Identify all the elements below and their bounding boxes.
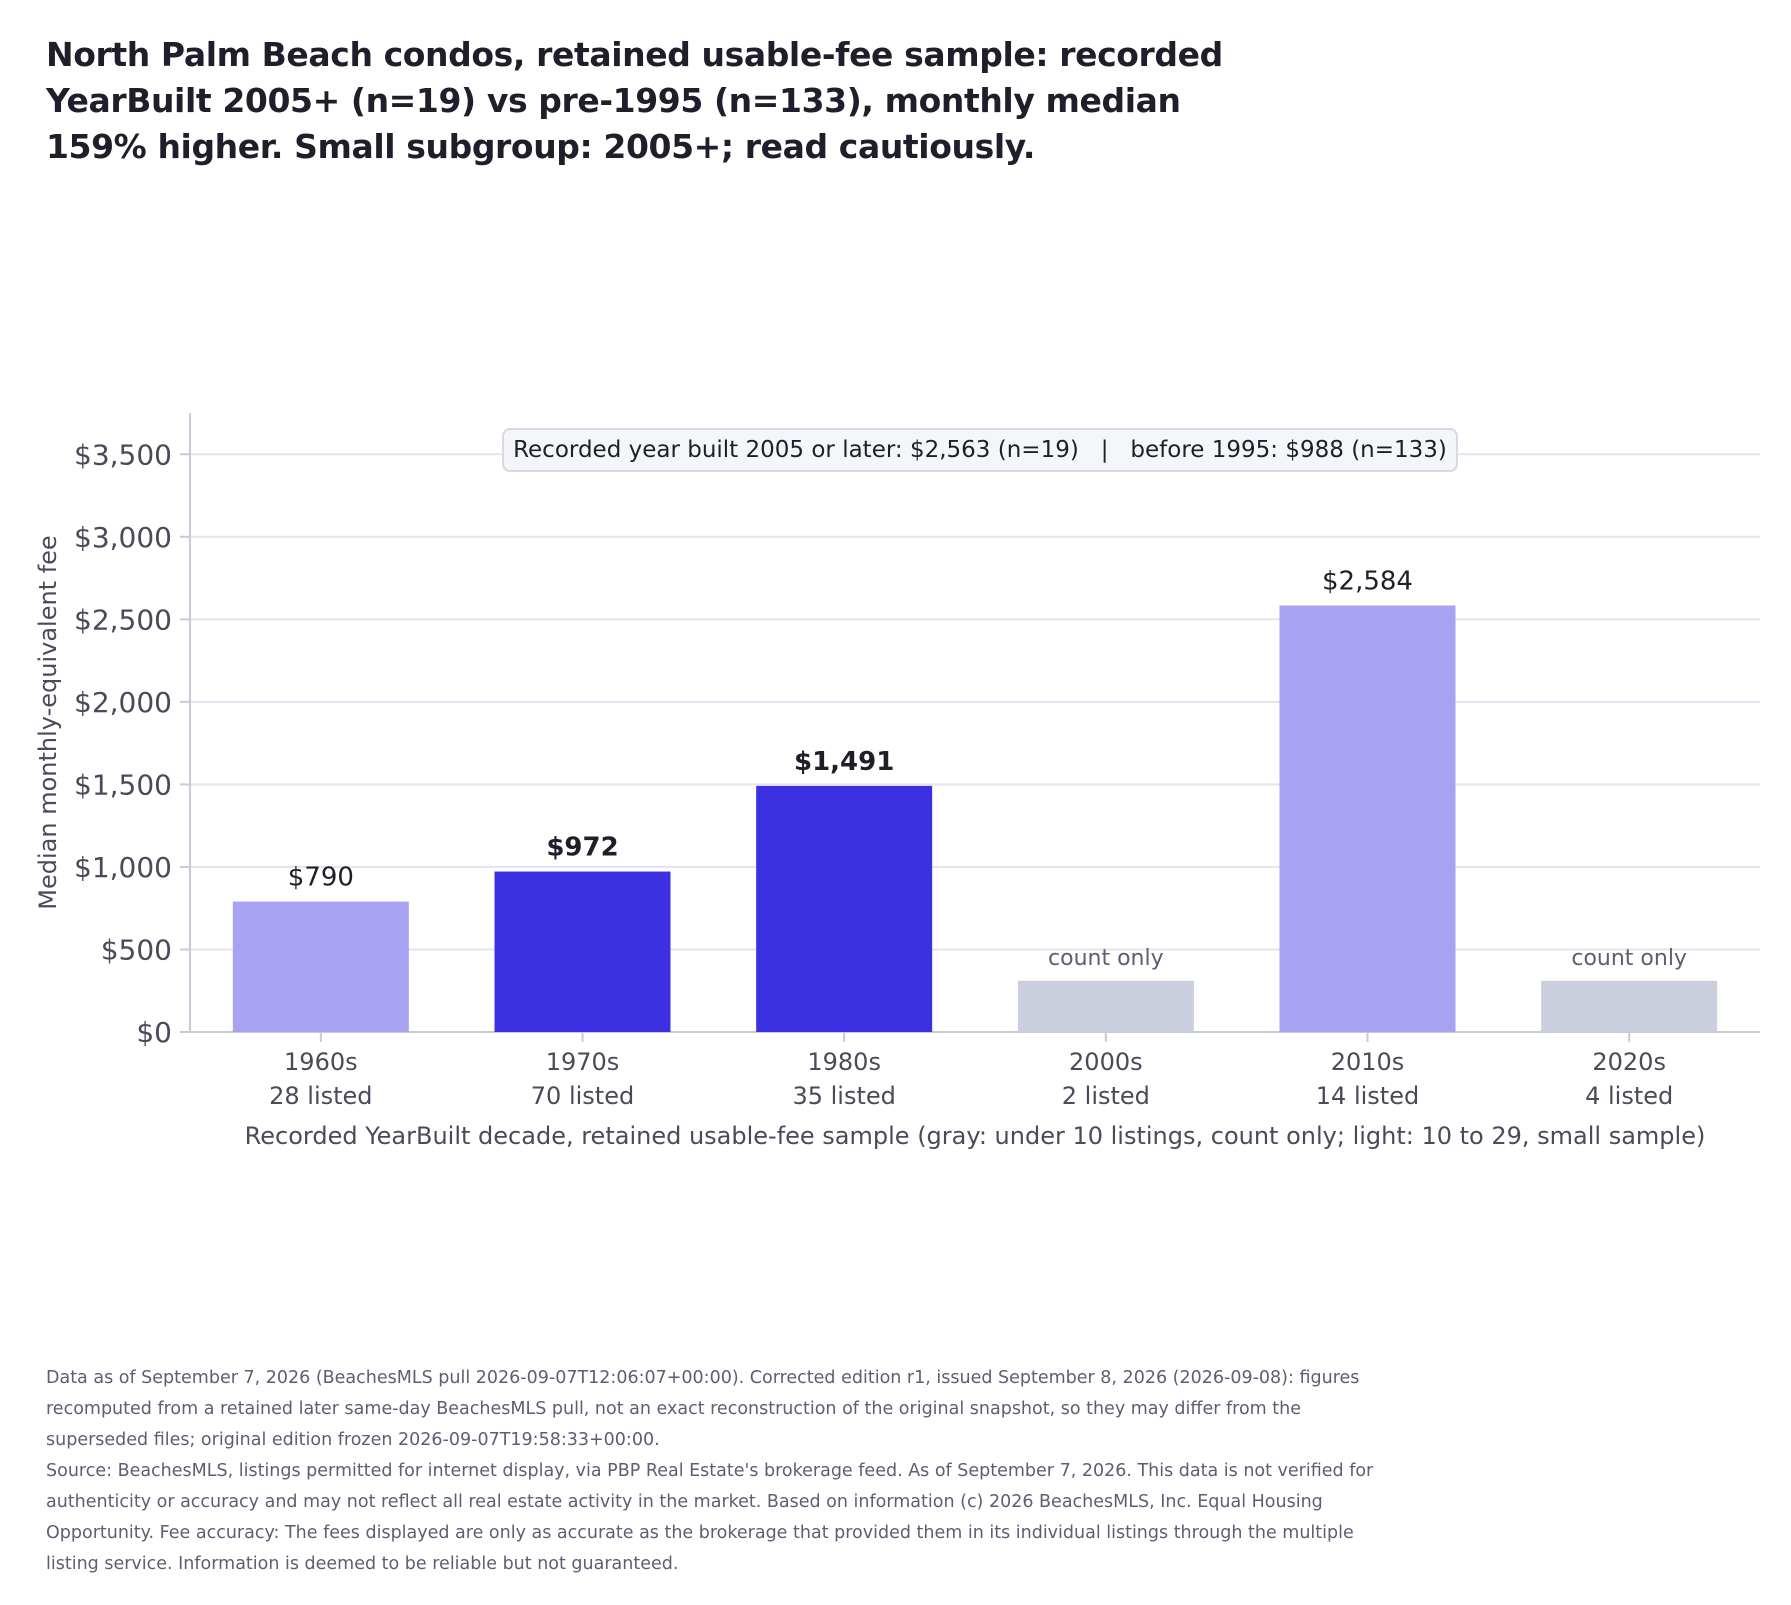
x-tick-label: 1960s (284, 1048, 358, 1076)
y-axis-label: Median monthly-equivalent fee (34, 535, 62, 909)
bar-value-label: $1,491 (794, 747, 894, 777)
summary-annotation-text: Recorded year built 2005 or later: $2,56… (513, 437, 1447, 463)
bar-1970s (494, 871, 671, 1032)
bar-2000s (1017, 980, 1194, 1032)
bar-value-label: $972 (546, 833, 618, 863)
y-tick-label: $1,500 (74, 768, 172, 801)
footer-notes: Data as of September 7, 2026 (BeachesMLS… (46, 1363, 1406, 1580)
y-tick-label: $3,000 (74, 521, 172, 554)
bar-2010s (1279, 605, 1456, 1032)
summary-annotation-box (502, 428, 1458, 472)
bar-1980s (756, 785, 933, 1032)
x-tick-label: 2010s (1331, 1048, 1405, 1076)
labels: $0 $500 $1,000 $1,500 $2,000 $2,500 $3,000 $3,5… (74, 438, 1687, 1110)
y-tick-label: $1,000 (74, 851, 172, 884)
bar-value-label: count only (1571, 946, 1687, 971)
bar-chart: $0 $500 $1,000 $1,500 $2,000 $2,500 $3,000 $3,5… (34, 413, 1760, 1150)
chart-title: North Palm Beach condos, retained usable… (46, 35, 1223, 166)
gridlines (190, 453, 1760, 951)
x-tick-label: 2020s (1592, 1048, 1666, 1076)
x-tick-count-label: 2 listed (1062, 1082, 1150, 1110)
x-tick-label: 1980s (807, 1048, 881, 1076)
x-tick-label: 2000s (1069, 1048, 1143, 1076)
x-tick-count-label: 14 listed (1316, 1082, 1419, 1110)
summary-annotation: Recorded year built 2005 or later: $2,56… (502, 428, 1458, 472)
axes (180, 413, 1760, 1042)
y-tick-label: $0 (136, 1016, 172, 1049)
x-axis-label: Recorded YearBuilt decade, retained usab… (245, 1122, 1706, 1150)
x-tick-count-label: 70 listed (531, 1082, 634, 1110)
bar-value-label: $2,584 (1322, 566, 1413, 596)
y-tick-label: $500 (101, 933, 172, 966)
bar-1960s (232, 901, 409, 1032)
y-tick-label: $2,500 (74, 603, 172, 636)
x-tick-count-label: 4 listed (1585, 1082, 1673, 1110)
bar-value-label: count only (1048, 946, 1164, 971)
bar-value-label: $790 (288, 863, 354, 893)
y-tick-label: $3,500 (74, 438, 172, 471)
footer-source-note: Source: BeachesMLS, listings permitted f… (46, 1461, 1374, 1574)
bar-2020s (1541, 980, 1718, 1032)
footer-data-note: Data as of September 7, 2026 (BeachesMLS… (46, 1368, 1360, 1450)
y-tick-label: $2,000 (74, 686, 172, 719)
x-tick-label: 1970s (546, 1048, 620, 1076)
bars (232, 605, 1718, 1032)
x-tick-count-label: 35 listed (792, 1082, 895, 1110)
x-tick-count-label: 28 listed (269, 1082, 372, 1110)
